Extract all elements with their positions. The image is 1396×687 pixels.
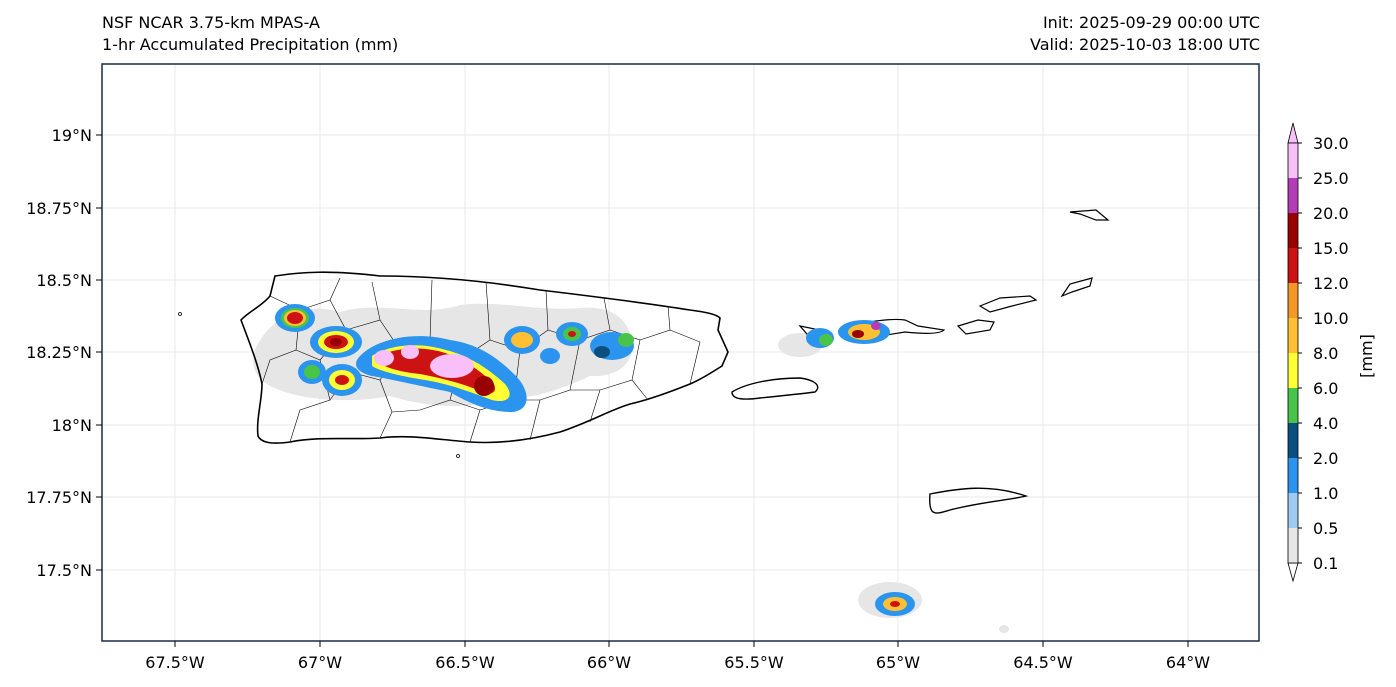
colorbar-swatch xyxy=(1288,353,1298,388)
y-tick-label: 19°N xyxy=(52,126,92,145)
colorbar: 0.1 0.5 1.0 2.0 4.0 6.0 8.0 10.0 12.0 15.0 20.0 25.… xyxy=(1287,122,1349,583)
model-title: NSF NCAR 3.75-km MPAS-A xyxy=(102,13,320,32)
colorbar-swatch xyxy=(1288,528,1298,563)
colorbar-tick-label: 20.0 xyxy=(1313,204,1349,223)
colorbar-swatch xyxy=(1288,458,1298,493)
y-tick-label: 18°N xyxy=(52,416,92,435)
colorbar-tick-label: 30.0 xyxy=(1313,134,1349,153)
colorbar-tick-label: 25.0 xyxy=(1313,169,1349,188)
header-left: NSF NCAR 3.75-km MPAS-A 1-hr Accumulated… xyxy=(102,12,398,56)
colorbar-tick-label: 8.0 xyxy=(1313,344,1338,363)
y-tick-label: 17.75°N xyxy=(26,488,92,507)
st-john-coastline xyxy=(956,319,995,335)
colorbar-extend-min xyxy=(1287,562,1299,583)
vieques-coastline xyxy=(731,377,819,400)
colorbar-extend-max xyxy=(1287,122,1299,144)
colorbar-swatch xyxy=(1288,318,1298,353)
x-ticks: 67.5°W 67°W 66.5°W 66°W 65.5°W 65°W 64.5°W 64°W xyxy=(145,641,1210,672)
y-tick-label: 17.5°N xyxy=(36,561,92,580)
precip-cells xyxy=(275,304,915,616)
x-tick-label: 64.5°W xyxy=(1013,653,1073,672)
colorbar-swatch xyxy=(1288,423,1298,458)
valid-time: Valid: 2025-10-03 18:00 UTC xyxy=(1029,35,1260,54)
x-tick-label: 67.5°W xyxy=(145,653,205,672)
colorbar-swatch xyxy=(1288,143,1298,178)
header-right: Init: 2025-09-29 00:00 UTC Valid: 2025-1… xyxy=(1030,12,1260,56)
colorbar-tick-label: 0.5 xyxy=(1313,519,1338,538)
x-tick-label: 66°W xyxy=(587,653,631,672)
x-tick-label: 65°W xyxy=(876,653,920,672)
x-tick-label: 65.5°W xyxy=(724,653,784,672)
colorbar-label: [mm] xyxy=(1357,334,1376,378)
colorbar-swatch xyxy=(1288,388,1298,423)
x-tick-label: 64°W xyxy=(1166,653,1210,672)
tortola-coastline xyxy=(978,295,1038,313)
colorbar-tick-label: 0.1 xyxy=(1313,554,1338,573)
islet-caja xyxy=(456,454,460,458)
colorbar-tick-label: 1.0 xyxy=(1313,484,1338,503)
field-title: 1-hr Accumulated Precipitation (mm) xyxy=(102,35,399,54)
y-ticks: 19°N 18.75°N 18.5°N 18.25°N 18°N 17.75°N 17.5°… xyxy=(26,126,102,580)
x-tick-label: 66.5°W xyxy=(435,653,495,672)
y-tick-label: 18.75°N xyxy=(26,199,92,218)
colorbar-swatch xyxy=(1288,213,1298,248)
y-tick-label: 18.5°N xyxy=(36,271,92,290)
colorbar-tick-label: 2.0 xyxy=(1313,449,1338,468)
st-croix-coastline xyxy=(929,487,1029,514)
colorbar-tick-label: 6.0 xyxy=(1313,379,1338,398)
colorbar-tick-label: 4.0 xyxy=(1313,414,1338,433)
colorbar-tick-label: 10.0 xyxy=(1313,309,1349,328)
y-tick-label: 18.25°N xyxy=(26,343,92,362)
colorbar-tick-label: 12.0 xyxy=(1313,274,1349,293)
colorbar-swatch xyxy=(1288,178,1298,213)
islet-mona xyxy=(178,312,182,316)
colorbar-swatch xyxy=(1288,493,1298,528)
x-tick-label: 67°W xyxy=(298,653,342,672)
anegada-coastline xyxy=(1069,209,1110,221)
colorbar-swatch xyxy=(1288,248,1298,283)
virgin-gorda-coastline xyxy=(1060,277,1093,298)
init-time: Init: 2025-09-29 00:00 UTC xyxy=(1042,13,1260,32)
colorbar-tick-label: 15.0 xyxy=(1313,239,1349,258)
colorbar-swatch xyxy=(1288,283,1298,318)
puerto-rico-coastline xyxy=(240,271,729,444)
